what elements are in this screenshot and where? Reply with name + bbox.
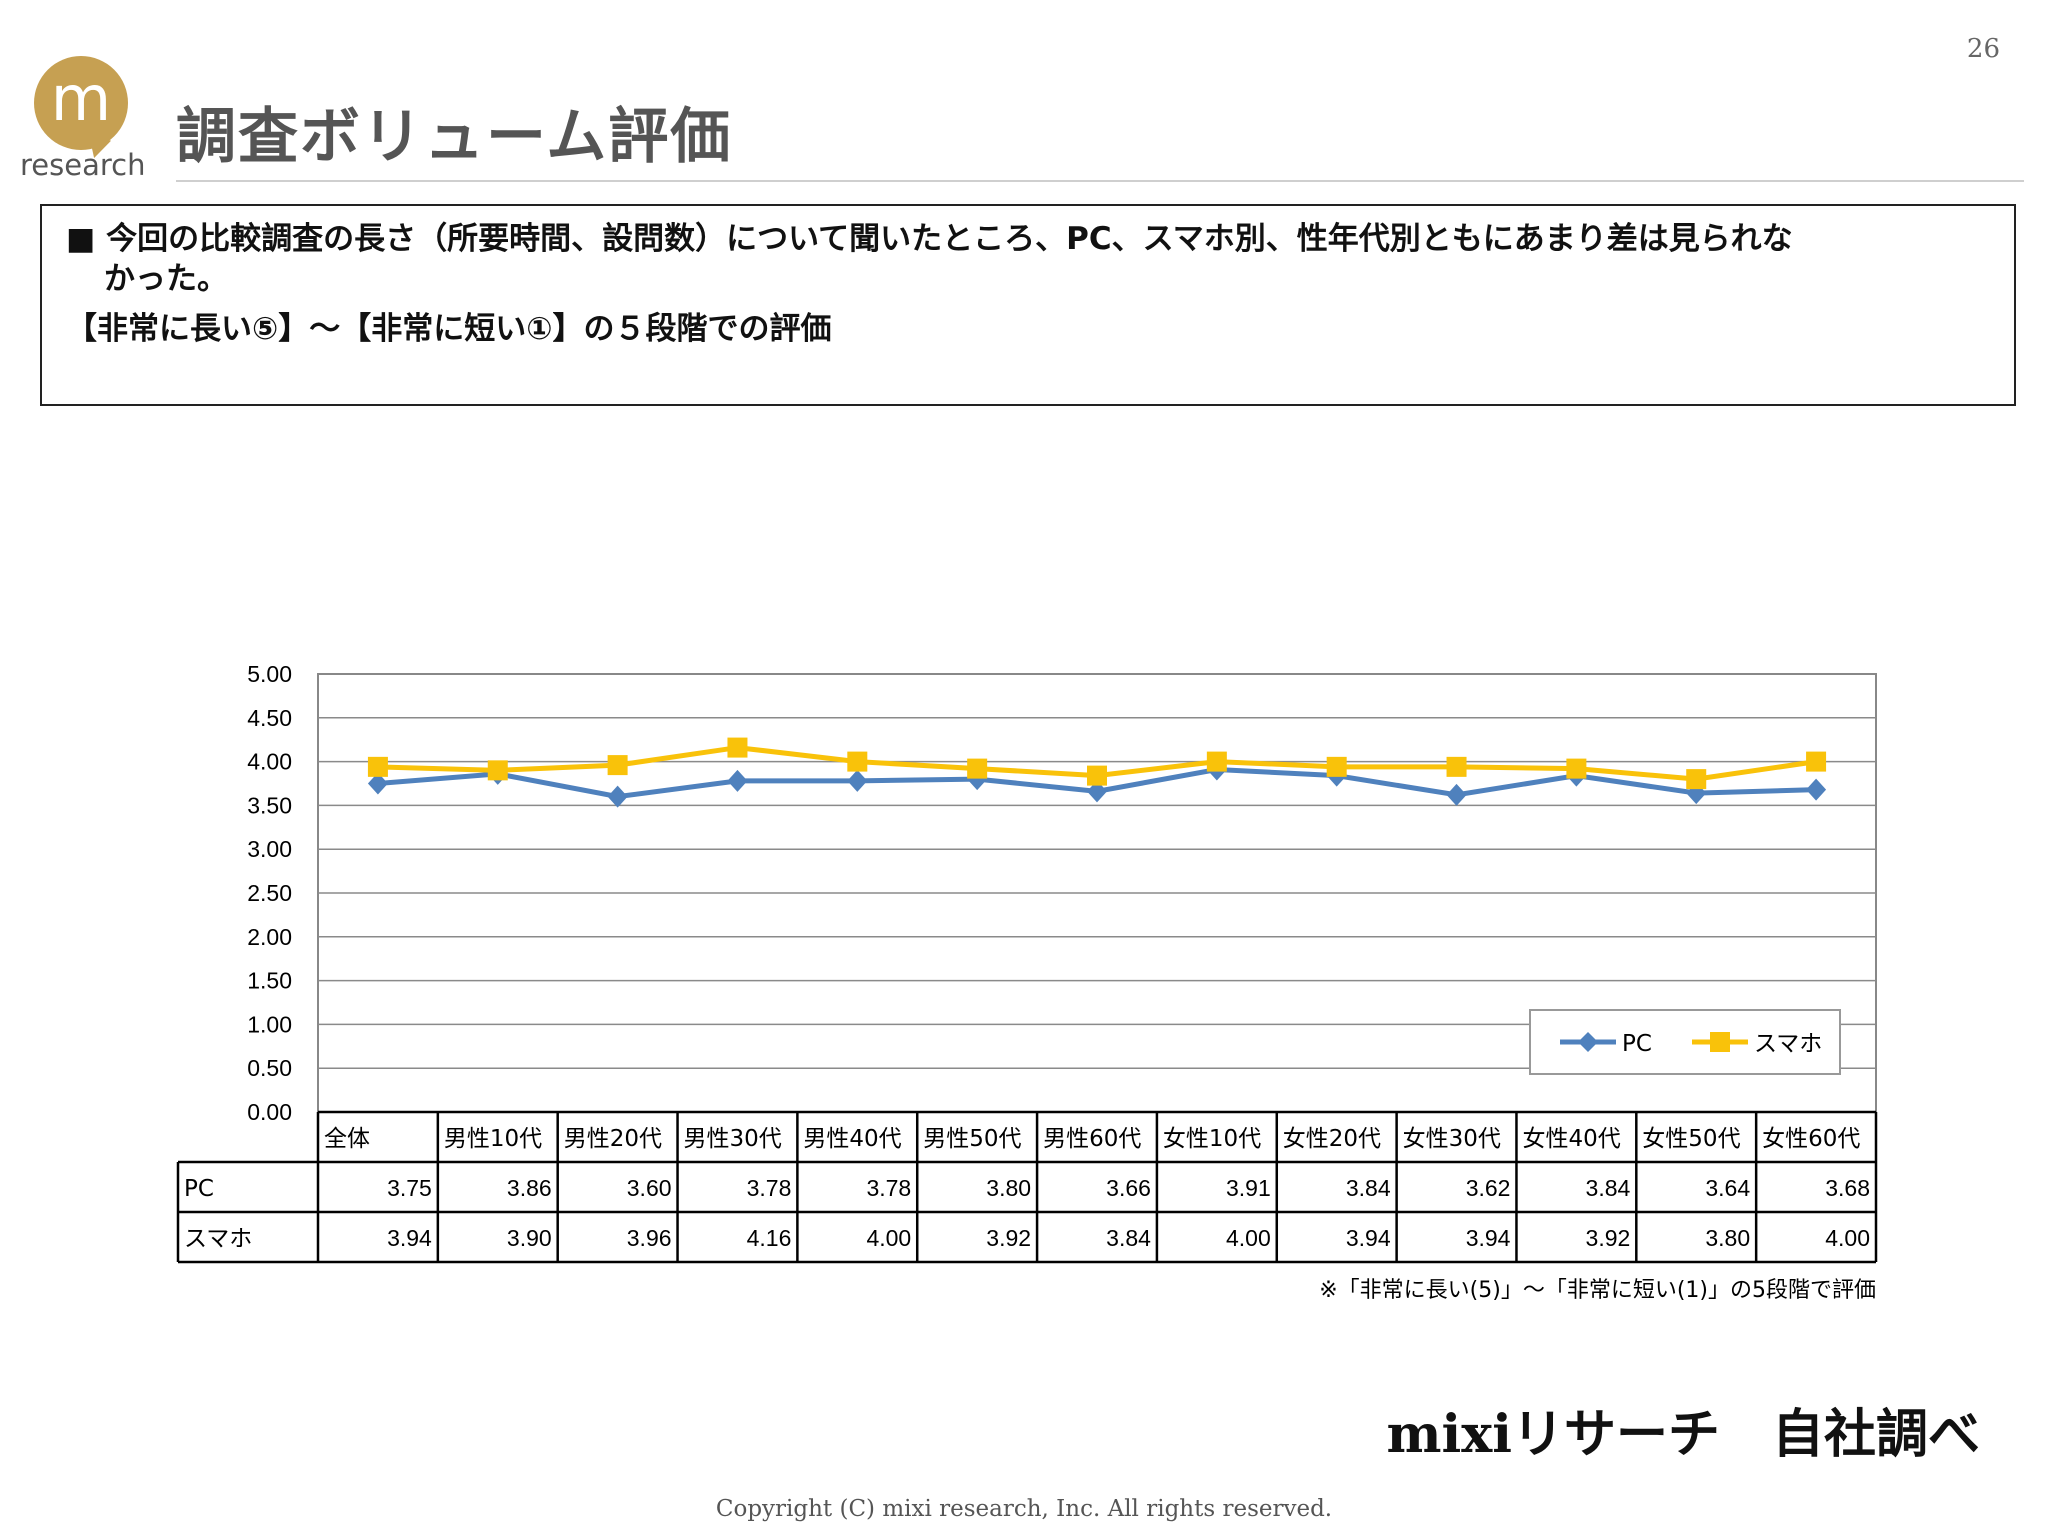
summary-scale-note: 【非常に長い⑤】～【非常に短い①】の５段階での評価 [66, 311, 832, 347]
header-divider [176, 180, 2024, 182]
data-point-smartphone [1326, 756, 1347, 777]
data-value-label: 3.60 [627, 1175, 672, 1201]
data-value-label: 4.00 [1825, 1225, 1870, 1251]
data-value-label: 3.86 [507, 1175, 552, 1201]
logo-text: research [20, 148, 146, 182]
category-label: 全体 [324, 1126, 370, 1152]
table-row-label: PC [184, 1176, 214, 1202]
category-label: 女性30代 [1403, 1126, 1501, 1152]
legend-diamond-marker-icon [1578, 1032, 1598, 1052]
legend-label: PC [1622, 1031, 1652, 1057]
legend-label: スマホ [1754, 1031, 1822, 1057]
y-tick-label: 1.00 [247, 1011, 292, 1037]
summary-text-line-2: かった。 [104, 261, 228, 297]
data-value-label: 3.84 [1586, 1175, 1631, 1201]
y-tick-label: 2.00 [247, 924, 292, 950]
data-value-label: 3.94 [1466, 1225, 1511, 1251]
data-value-label: 3.78 [866, 1175, 911, 1201]
data-point-pc [1806, 778, 1827, 801]
category-label: 男性60代 [1043, 1126, 1141, 1152]
category-label: 女性40代 [1522, 1126, 1620, 1152]
data-point-smartphone [967, 758, 988, 779]
category-label: 女性20代 [1283, 1126, 1381, 1152]
data-point-smartphone [847, 751, 868, 772]
table-row-label: スマホ [184, 1226, 252, 1252]
data-value-label: 3.91 [1226, 1175, 1271, 1201]
summary-box: ■ 今回の比較調査の長さ（所要時間、設問数）について聞いたところ、PC、スマホ別… [40, 204, 2016, 406]
footnote: ※「非常に長い(5)」～「非常に短い(1)」の5段階で評価 [1319, 1278, 1876, 1303]
data-point-smartphone [1806, 751, 1827, 772]
mixi-research-logo: m research [20, 56, 146, 184]
y-tick-label: 0.00 [247, 1099, 292, 1125]
y-tick-label: 4.00 [247, 749, 292, 775]
data-point-smartphone [1087, 765, 1107, 786]
data-value-label: 3.75 [387, 1175, 432, 1201]
category-label: 女性60代 [1762, 1126, 1860, 1152]
data-point-smartphone [487, 760, 508, 781]
category-label: 男性30代 [684, 1126, 782, 1152]
data-value-label: 3.64 [1705, 1175, 1750, 1201]
y-tick-label: 2.50 [247, 880, 292, 906]
category-label: 男性10代 [444, 1126, 542, 1152]
data-value-label: 3.94 [387, 1225, 432, 1251]
data-point-smartphone [607, 755, 628, 776]
source-credit: mixiリサーチ 自社調べ [1386, 1404, 1980, 1465]
data-value-label: 4.16 [747, 1225, 792, 1251]
data-value-label: 3.66 [1106, 1175, 1151, 1201]
page-number: 26 [1966, 34, 2000, 64]
data-value-label: 3.62 [1466, 1175, 1511, 1201]
category-label: 女性10代 [1163, 1126, 1261, 1152]
y-tick-label: 4.50 [247, 705, 292, 731]
y-tick-label: 0.50 [247, 1055, 292, 1081]
y-tick-label: 5.00 [247, 661, 292, 687]
category-label: 男性20代 [564, 1126, 662, 1152]
data-point-pc [367, 772, 388, 795]
category-label: 男性50代 [923, 1126, 1021, 1152]
summary-text-line-1: ■ 今回の比較調査の長さ（所要時間、設問数）について聞いたところ、PC、スマホ別… [66, 221, 1793, 257]
data-value-label: 3.80 [1705, 1225, 1750, 1251]
data-point-pc [1087, 780, 1107, 803]
data-value-label: 3.96 [627, 1225, 672, 1251]
data-point-smartphone [1686, 769, 1707, 790]
data-value-label: 3.80 [986, 1175, 1031, 1201]
y-tick-label: 1.50 [247, 968, 292, 994]
data-value-label: 3.92 [1586, 1225, 1631, 1251]
y-tick-label: 3.00 [247, 836, 292, 862]
data-point-smartphone [727, 737, 748, 758]
data-value-label: 3.90 [507, 1225, 552, 1251]
page-title: 調査ボリューム評価 [176, 102, 733, 172]
legend-square-marker-icon [1710, 1032, 1730, 1052]
data-point-smartphone [367, 756, 388, 777]
y-tick-label: 3.50 [247, 792, 292, 818]
data-value-label: 3.78 [747, 1175, 792, 1201]
data-point-pc [1446, 783, 1467, 806]
category-label: 男性40代 [803, 1126, 901, 1152]
data-point-smartphone [1206, 751, 1227, 772]
data-point-smartphone [1566, 758, 1587, 779]
data-value-label: 3.92 [986, 1225, 1031, 1251]
data-value-label: 4.00 [866, 1225, 911, 1251]
logo-mark: m [34, 56, 128, 150]
data-value-label: 3.84 [1106, 1225, 1151, 1251]
data-point-pc [607, 785, 628, 808]
data-value-label: 3.84 [1346, 1175, 1391, 1201]
data-point-pc [847, 769, 868, 792]
copyright: Copyright (C) mixi research, Inc. All ri… [715, 1496, 1333, 1522]
category-label: 女性50代 [1642, 1126, 1740, 1152]
data-value-label: 3.68 [1825, 1175, 1870, 1201]
data-point-pc [727, 769, 748, 792]
data-value-label: 3.94 [1346, 1225, 1391, 1251]
data-point-smartphone [1446, 756, 1467, 777]
data-value-label: 4.00 [1226, 1225, 1271, 1251]
